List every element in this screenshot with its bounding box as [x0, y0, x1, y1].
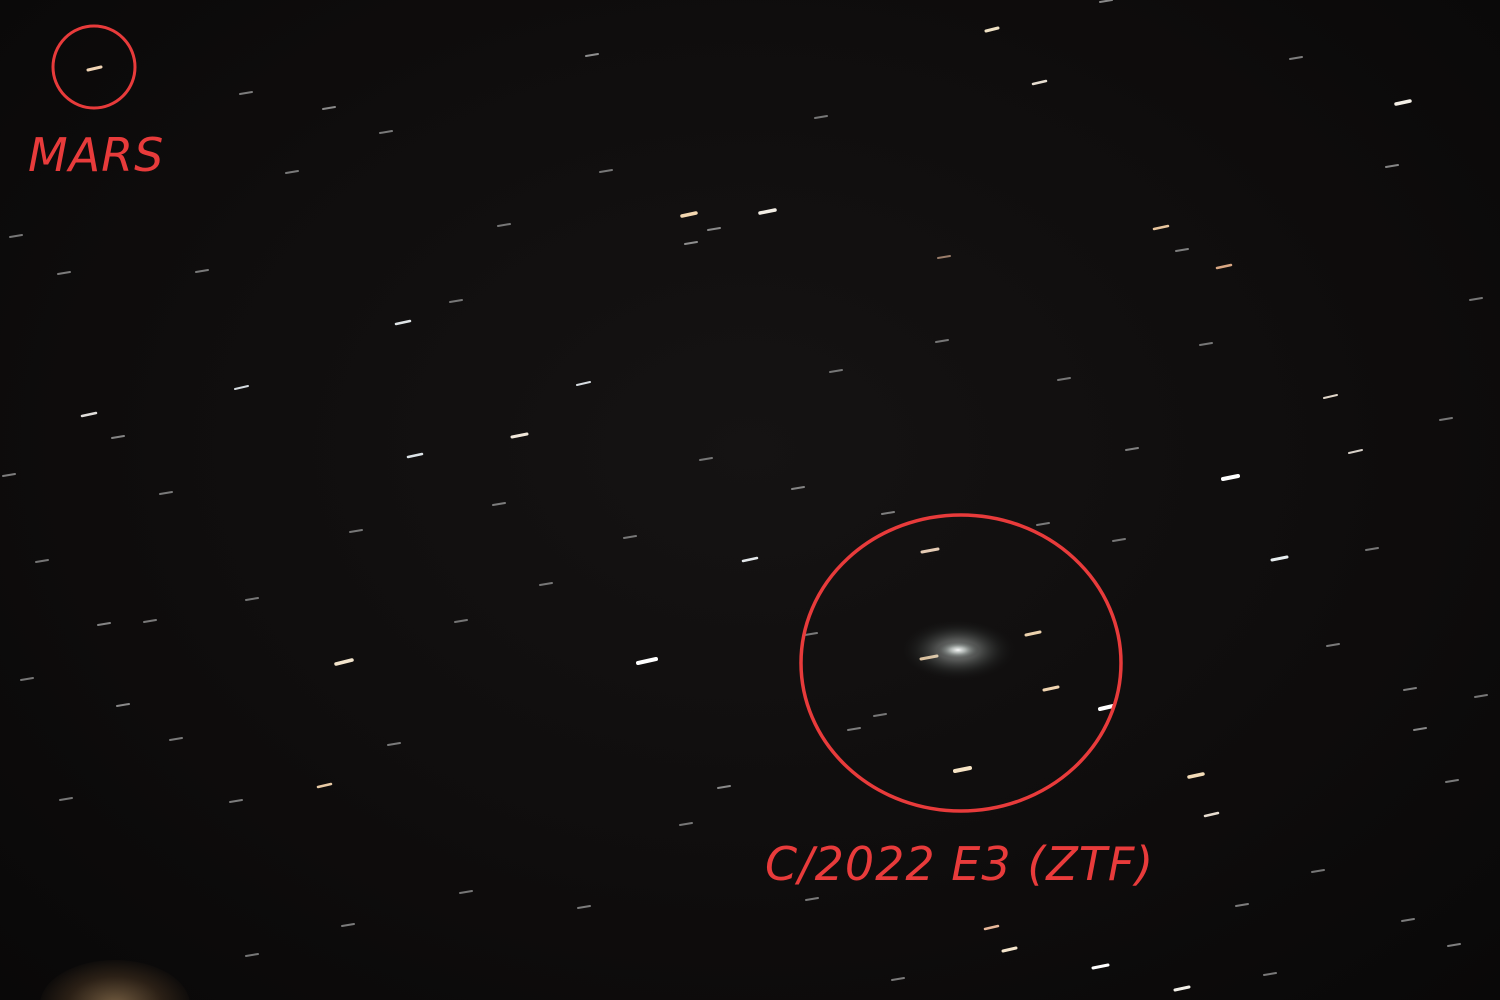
comet-marker-circle: [799, 513, 1123, 813]
mars-label: MARS: [28, 128, 165, 182]
comet-coma: [898, 618, 1018, 682]
mars-marker-circle: [51, 24, 137, 110]
comet-label: C/2022 E3 (ZTF): [765, 837, 1155, 891]
